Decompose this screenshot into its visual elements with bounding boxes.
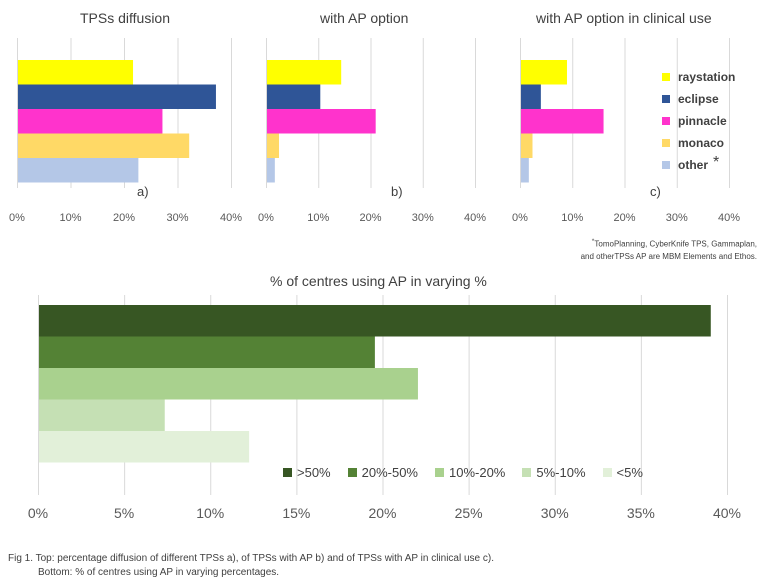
- legend-item-other: other *: [662, 154, 762, 176]
- legend-label: 10%-20%: [449, 464, 506, 480]
- legend-label: eclipse: [678, 92, 719, 106]
- legend-label: other: [678, 158, 708, 172]
- x-tick-label: 10%: [59, 212, 82, 224]
- bar-10-20-: [39, 368, 418, 400]
- legend-label: 20%-50%: [361, 464, 418, 480]
- bar-other: [18, 158, 139, 183]
- chart-c-plot: [520, 38, 730, 188]
- bar--5-: [39, 431, 250, 463]
- x-tick-label: 35%: [626, 505, 655, 521]
- x-tick-label: 0%: [9, 212, 25, 224]
- x-tick-label: 20%: [368, 505, 397, 521]
- bar--50-: [39, 305, 711, 337]
- chart-a-xticks: 0% 10% 20% 30% 40%: [9, 212, 242, 226]
- chart-a-title: TPSs diffusion: [80, 10, 171, 26]
- x-tick-label: 30%: [166, 212, 189, 224]
- bar-raystation: [18, 60, 134, 85]
- footnote-marker: *: [591, 238, 595, 245]
- x-tick-label: 10%: [307, 212, 330, 224]
- caption-line-2: Bottom: % of centres using AP in varying…: [38, 567, 280, 578]
- bar-other: [267, 158, 275, 183]
- x-tick-label: 40%: [463, 212, 487, 224]
- x-tick-label: 30%: [411, 212, 434, 224]
- chart-b-panel-label: b): [391, 184, 403, 199]
- bar-raystation: [267, 60, 342, 85]
- footnote: *TomoPlanning, CyberKnife TPS, Gammaplan…: [581, 236, 757, 263]
- legend-item: 10%-20%: [435, 465, 505, 480]
- legend-swatch: [662, 117, 670, 125]
- bar-eclipse: [521, 84, 541, 109]
- bar-eclipse: [267, 84, 321, 109]
- legend-item-monaco: monaco: [662, 132, 762, 154]
- chart-c-panel-label: c): [650, 184, 661, 199]
- legend-label: >50%: [297, 464, 331, 480]
- bar-eclipse: [18, 84, 216, 109]
- bottom-chart-xticks: 0% 5% 10% 15% 20% 25% 30% 35% 40%: [28, 505, 741, 523]
- x-tick-label: 20%: [613, 212, 636, 224]
- bottom-chart-legend: >50% 20%-50% 10%-20% 5%-10% <5%: [283, 463, 683, 481]
- legend-item-raystation: raystation: [662, 66, 762, 88]
- footnote-line-2: and otherTPSs AP are MBM Elements and Et…: [580, 251, 757, 261]
- x-tick-label: 30%: [540, 505, 569, 521]
- bar-20-50-: [39, 336, 375, 368]
- footnote-marker-icon: *: [713, 154, 720, 171]
- legend-swatch: [283, 467, 292, 477]
- legend-item: <5%: [602, 464, 643, 480]
- legend-swatch: [522, 467, 532, 477]
- x-tick-label: 40%: [717, 212, 741, 224]
- legend-swatch: [347, 467, 357, 477]
- bar-monaco: [267, 133, 280, 158]
- bottom-chart-title: % of centres using AP in varying %: [270, 273, 487, 289]
- legend-label: monaco: [678, 136, 725, 150]
- chart-c-xticks: 0% 10% 20% 30% 40%: [512, 212, 740, 226]
- legend-swatch: [662, 139, 670, 147]
- x-tick-label: 0%: [27, 505, 49, 521]
- legend-label: 5%-10%: [536, 464, 586, 480]
- x-tick-label: 20%: [112, 212, 136, 224]
- figure-caption: Fig 1. Top: percentage diffusion of diff…: [8, 552, 494, 580]
- x-tick-label: 40%: [712, 505, 742, 521]
- legend-swatch: [662, 73, 670, 81]
- chart-b-xticks: 0% 10% 20% 30% 40%: [258, 212, 486, 226]
- x-tick-label: 10%: [196, 505, 225, 521]
- bar-monaco: [18, 133, 190, 158]
- chart-b-title: with AP option: [320, 10, 409, 26]
- x-tick-label: 0%: [512, 212, 528, 224]
- chart-a-plot: [17, 38, 232, 188]
- legend-swatch: [602, 467, 612, 477]
- bar-other: [521, 158, 529, 183]
- legend-label: raystation: [678, 70, 736, 84]
- bar-monaco: [521, 133, 533, 158]
- chart-b-plot: [266, 38, 476, 188]
- legend-swatch: [662, 95, 670, 103]
- legend-swatch: [435, 467, 444, 477]
- legend-swatch: [662, 161, 670, 169]
- x-tick-label: 0%: [258, 212, 274, 224]
- chart-a-panel-label: a): [137, 184, 149, 199]
- footnote-line-1: TomoPlanning, CyberKnife TPS, Gammaplan,: [594, 239, 757, 249]
- bar-pinnacle: [18, 109, 163, 134]
- legend-item: 20%-50%: [347, 464, 418, 480]
- bar-pinnacle: [267, 109, 376, 134]
- legend-item: 5%-10%: [522, 464, 586, 480]
- bottom-chart-plot: [38, 295, 728, 495]
- bar-5-10-: [39, 399, 165, 431]
- chart-c-title: with AP option in clinical use: [536, 10, 712, 26]
- x-tick-label: 15%: [282, 505, 311, 521]
- x-tick-label: 30%: [665, 212, 688, 224]
- x-tick-label: 20%: [359, 212, 382, 224]
- legend-item-eclipse: eclipse: [662, 88, 762, 110]
- legend-label: pinnacle: [678, 114, 727, 128]
- x-tick-label: 10%: [561, 212, 584, 224]
- x-tick-label: 40%: [219, 212, 243, 224]
- bar-raystation: [521, 60, 567, 85]
- x-tick-label: 5%: [114, 505, 135, 521]
- caption-line-1: Fig 1. Top: percentage diffusion of diff…: [8, 553, 495, 564]
- top-legend: raystation eclipse pinnacle monaco other *: [662, 66, 762, 176]
- x-tick-label: 25%: [454, 505, 483, 521]
- bar-pinnacle: [521, 109, 604, 134]
- legend-item-pinnacle: pinnacle: [662, 110, 762, 132]
- legend-label: <5%: [616, 464, 643, 480]
- legend-item: >50%: [283, 465, 331, 480]
